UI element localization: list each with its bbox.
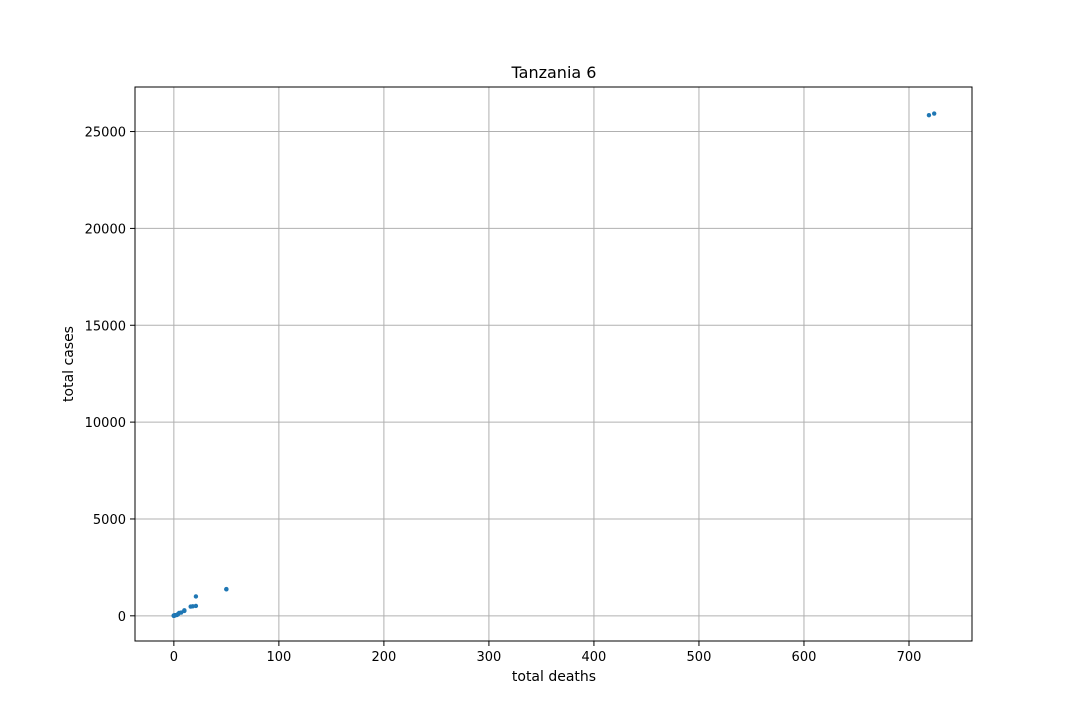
- x-tick-label: 400: [582, 650, 607, 665]
- y-tick-label: 20000: [85, 222, 126, 237]
- plot-frame: [134, 86, 973, 642]
- grid-layer: [135, 87, 972, 641]
- y-tick-label: 10000: [85, 416, 126, 431]
- ticks-layer: 0 100 200 300 400 500 600 700 0 5000 10000 15000 200…: [85, 126, 922, 665]
- points-layer: [171, 111, 937, 619]
- data-point: [224, 586, 229, 592]
- x-tick-label: 500: [687, 650, 712, 665]
- x-axis-label: total deaths: [512, 669, 596, 685]
- data-point: [193, 603, 199, 609]
- x-tick-label: 100: [266, 650, 291, 665]
- x-tick-label: 700: [897, 650, 922, 665]
- x-tick-label: 0: [170, 650, 178, 665]
- x-tick-label: 200: [371, 650, 396, 665]
- y-axis-label: total cases: [61, 326, 77, 402]
- y-tick-label: 15000: [85, 319, 126, 334]
- x-tick-label: 600: [792, 650, 817, 665]
- y-tick-label: 0: [118, 610, 126, 625]
- chart-title: Tanzania 6: [511, 63, 597, 82]
- data-point: [926, 112, 932, 118]
- y-tick-label: 5000: [93, 513, 126, 528]
- data-point: [182, 608, 187, 613]
- x-tick-label: 300: [476, 650, 501, 665]
- data-point: [193, 594, 199, 599]
- y-tick-label: 25000: [85, 126, 126, 141]
- data-point: [931, 111, 937, 116]
